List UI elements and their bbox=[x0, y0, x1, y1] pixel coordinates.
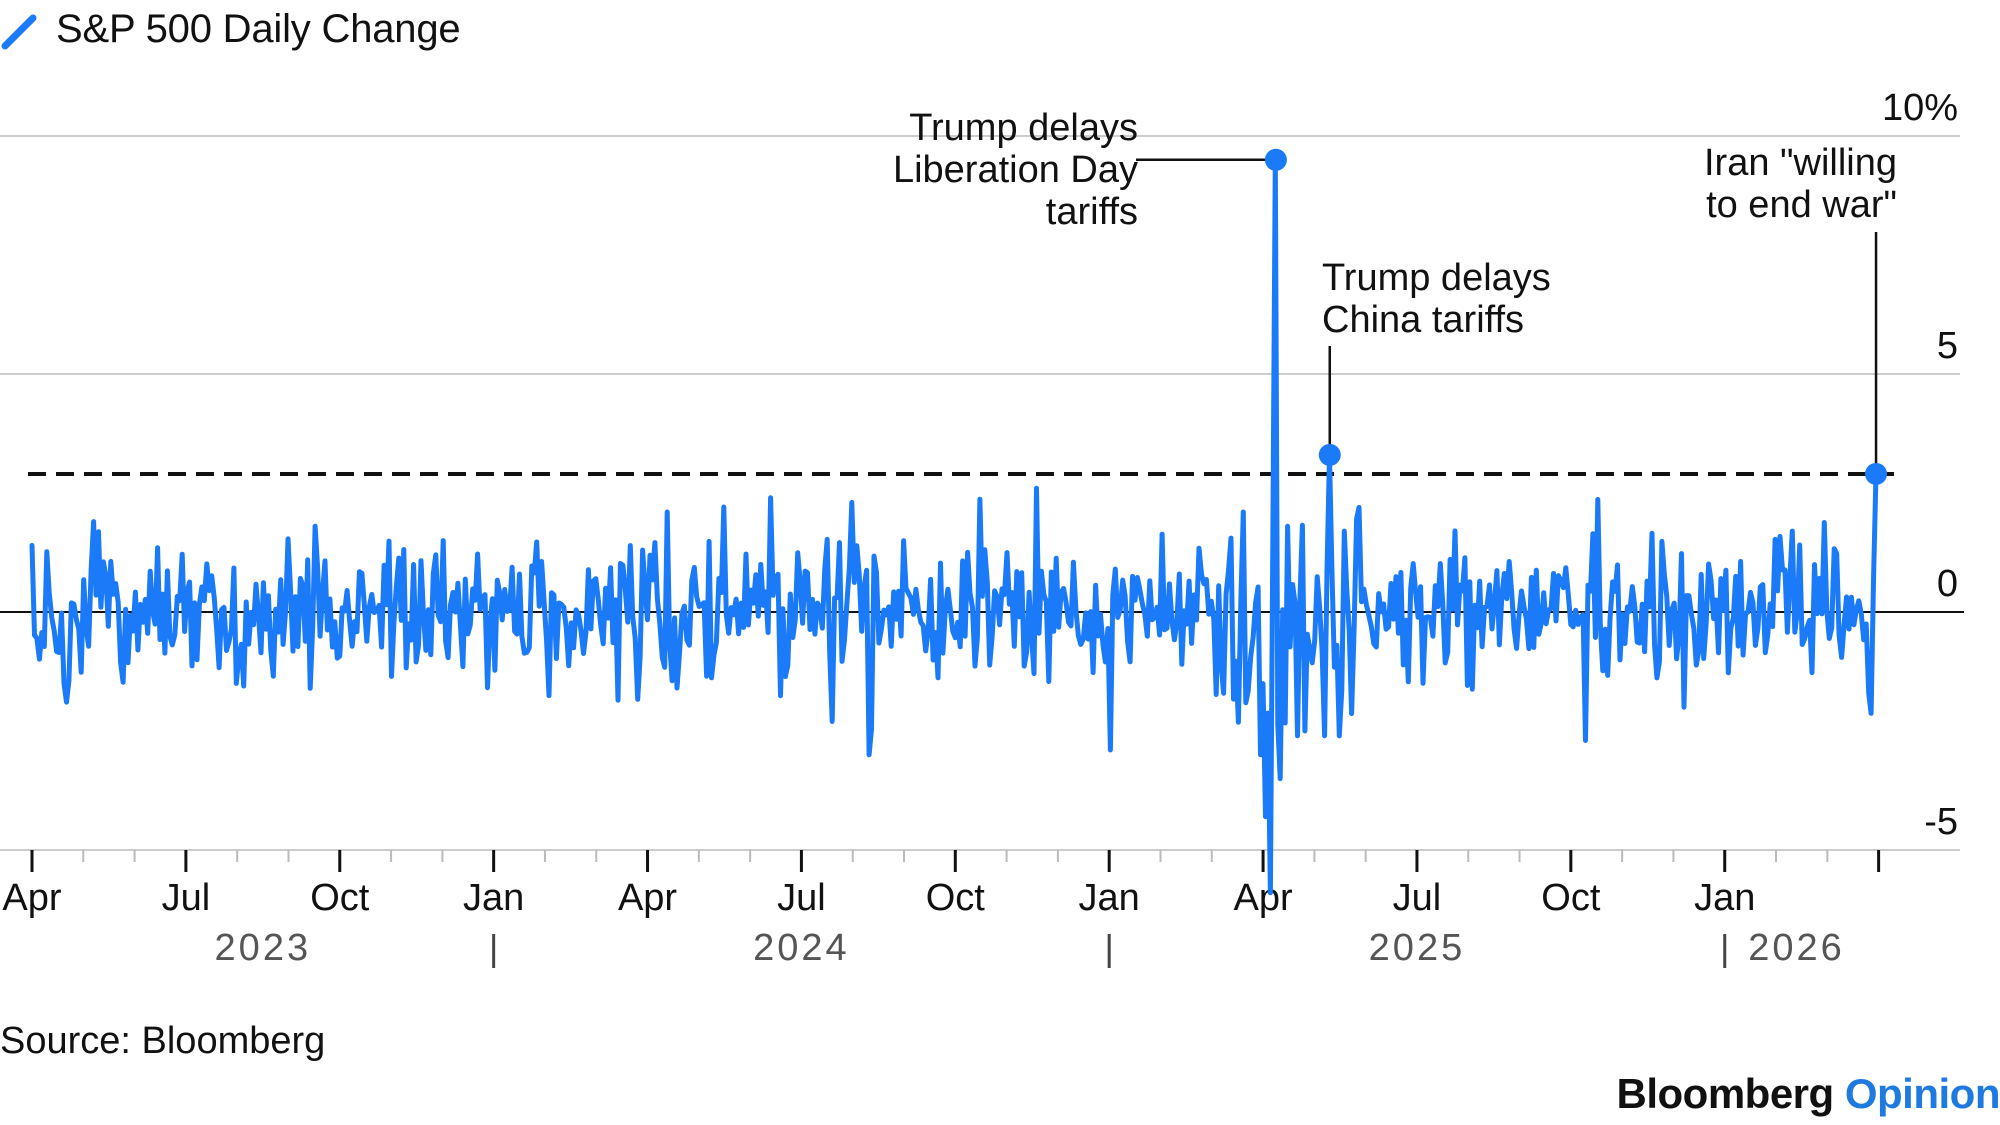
annotation-line: to end war" bbox=[1706, 184, 1897, 226]
x-tick-label: Jan bbox=[463, 877, 524, 919]
brand-section: Opinion bbox=[1844, 1070, 2000, 1117]
series-line bbox=[29, 157, 1879, 896]
legend: S&P 500 Daily Change bbox=[0, 4, 461, 54]
y-tick-label: 5 bbox=[1937, 325, 1958, 367]
brand-name: Bloomberg bbox=[1616, 1070, 1835, 1117]
annotation-label: Trump delays China tariffs bbox=[1322, 257, 1551, 341]
x-tick-label: Jul bbox=[162, 877, 211, 919]
year-label: 2023 bbox=[215, 927, 312, 969]
line-swatch-icon bbox=[1, 14, 37, 50]
annotation-line: Iran "willing bbox=[1704, 142, 1897, 184]
x-tick-label: Apr bbox=[2, 877, 61, 919]
x-tick-label: Oct bbox=[1541, 877, 1601, 919]
year-label: 2025 bbox=[1369, 927, 1466, 969]
gridlines bbox=[0, 135, 1964, 851]
x-tick-label: Jan bbox=[1079, 877, 1140, 919]
highlight-point bbox=[1865, 462, 1888, 485]
highlight-point bbox=[1318, 443, 1341, 466]
y-axis: 10% 5 0 -5 bbox=[1882, 87, 1958, 843]
annotation-line: China tariffs bbox=[1322, 299, 1524, 341]
x-tick-label: Apr bbox=[618, 877, 677, 919]
x-axis: Apr Jul Oct Jan Apr Jul Oct Jan Apr Jul Oct Jan 2023… bbox=[0, 849, 1960, 969]
annotation-label: Trump delays Liberation Day tariffs bbox=[893, 107, 1138, 233]
source-note: Source: Bloomberg bbox=[0, 1020, 326, 1062]
series-layer bbox=[29, 157, 1879, 896]
y-tick-label: -5 bbox=[1924, 801, 1958, 843]
annotation-line: Trump delays bbox=[909, 107, 1138, 149]
annotation-line: Liberation Day bbox=[893, 149, 1138, 191]
y-tick-label: 0 bbox=[1937, 563, 1958, 605]
chart-title: S&P 500 Daily Change bbox=[56, 6, 461, 51]
x-tick-label: Oct bbox=[310, 877, 370, 919]
brand-logo: Bloomberg Opinion bbox=[1617, 1070, 2000, 1118]
x-tick-label: Jul bbox=[1393, 877, 1442, 919]
annotation-line: tariffs bbox=[1046, 191, 1138, 233]
y-tick-label: 10% bbox=[1882, 87, 1958, 129]
year-label: 2026 bbox=[1748, 927, 1845, 969]
x-tick-label: Jul bbox=[777, 877, 826, 919]
annotation-label: Iran "willing to end war" bbox=[1704, 142, 1897, 226]
x-tick-label: Oct bbox=[926, 877, 986, 919]
x-tick-label: Jan bbox=[1694, 877, 1755, 919]
x-tick-label: Apr bbox=[1234, 877, 1293, 919]
year-label: 2024 bbox=[753, 927, 850, 969]
highlight-point bbox=[1264, 148, 1287, 171]
annotation-line: Trump delays bbox=[1322, 257, 1551, 299]
